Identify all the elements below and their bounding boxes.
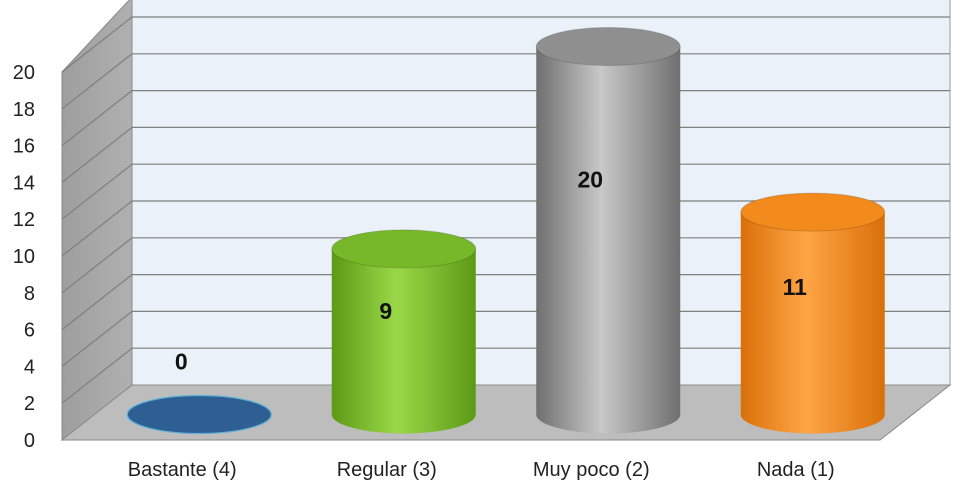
bar-body	[740, 212, 885, 434]
y-tick-label: 16	[13, 136, 35, 158]
data-label: 20	[577, 166, 603, 192]
y-tick-label: 4	[24, 356, 35, 378]
bar-body	[536, 46, 681, 434]
gridline	[61, 16, 950, 73]
bar-top	[535, 27, 681, 66]
y-tick-label: 10	[13, 246, 35, 268]
bar-top	[126, 394, 272, 435]
bar-body	[331, 248, 476, 434]
bar-top	[740, 192, 886, 232]
x-axis-categories: Bastante (4) Regular (3) Muy poco (2) Nada …	[128, 459, 835, 481]
category-label: Nada (1)	[757, 459, 835, 481]
y-tick-label: 12	[13, 209, 35, 231]
y-tick-label: 6	[24, 320, 35, 342]
bar	[740, 192, 886, 434]
bars	[126, 27, 886, 435]
bar	[126, 394, 272, 435]
y-tick-label: 8	[24, 283, 35, 305]
bar	[535, 27, 681, 434]
side-wall	[61, 0, 133, 442]
data-labels: 0 9 20 11	[175, 166, 807, 374]
category-label: Bastante (4)	[128, 459, 237, 481]
category-label: Regular (3)	[337, 459, 437, 481]
y-tick-label: 2	[24, 393, 35, 415]
y-tick-label: 0	[24, 430, 35, 452]
bar-top	[331, 229, 477, 269]
data-label: 0	[175, 349, 188, 375]
bar	[331, 229, 477, 434]
category-label: Muy poco (2)	[533, 459, 650, 481]
y-tick-label: 14	[13, 172, 35, 194]
floor	[60, 384, 952, 441]
y-axis-ticks: 0 2 4 6 8 10 12 14 16 18 20	[13, 62, 35, 452]
data-label: 9	[379, 298, 392, 324]
y-tick-label: 18	[13, 99, 35, 121]
y-tick-label: 20	[13, 62, 35, 84]
data-label: 11	[783, 274, 808, 300]
